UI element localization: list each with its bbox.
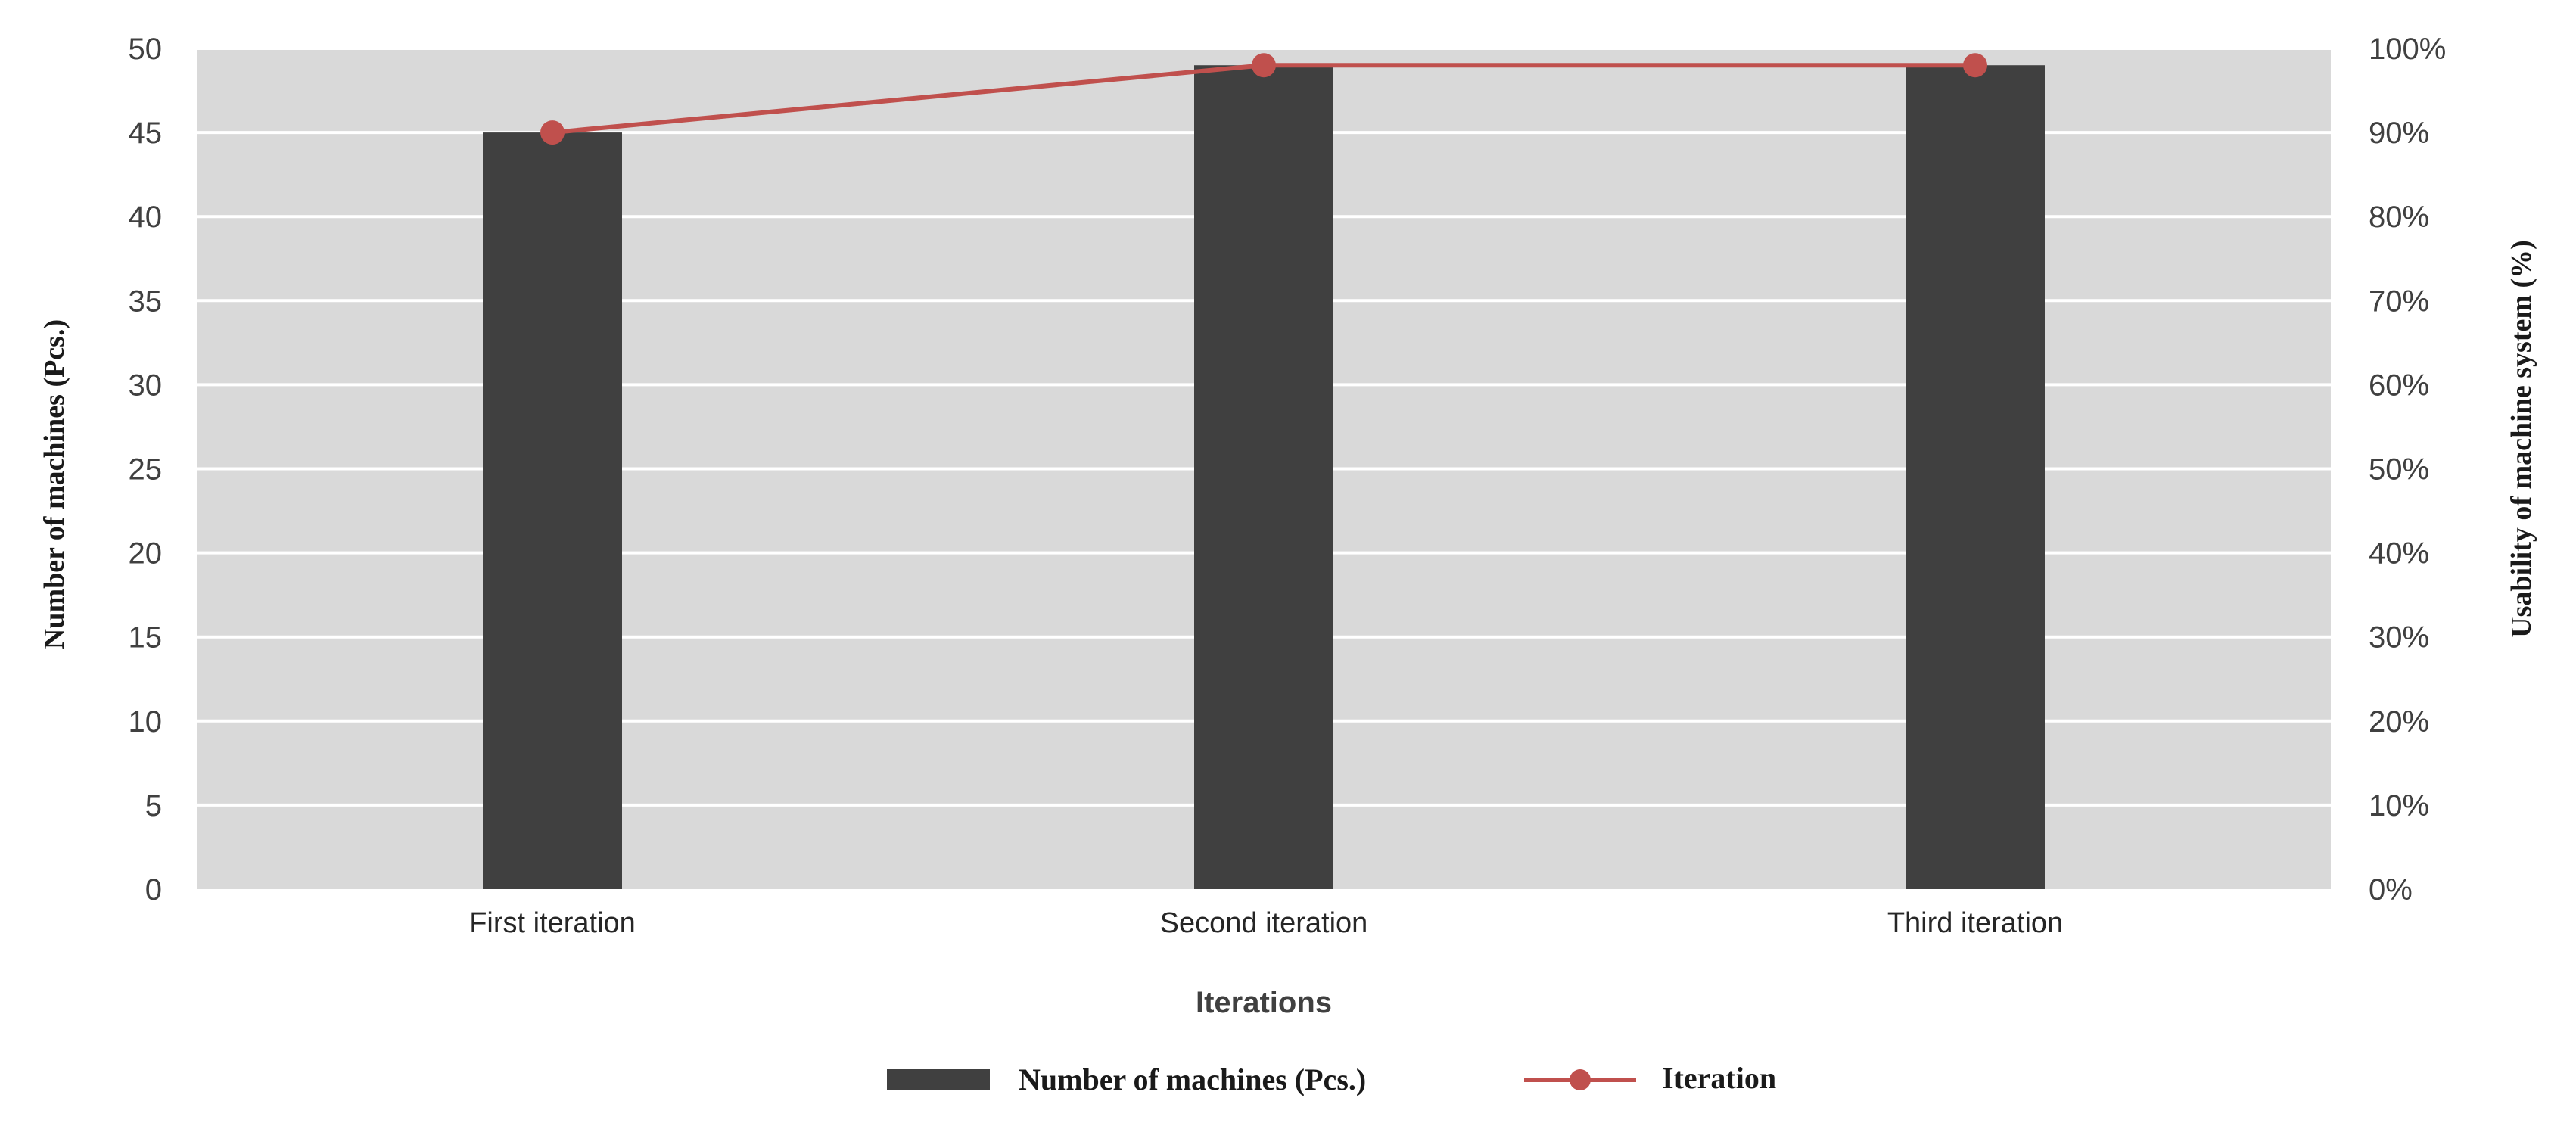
left-tick-label: 25: [129, 453, 163, 487]
right-axis-title: Usability of machine system (%): [2506, 240, 2537, 638]
legend-marker-icon: [1570, 1069, 1591, 1090]
line-point: [1252, 53, 1276, 78]
left-tick-label: 45: [129, 117, 163, 150]
left-axis-ticks: 0 5 10 15 20 25 30 35 40 45 50: [129, 33, 163, 907]
left-tick-label: 10: [129, 705, 163, 739]
category-label: Second iteration: [1160, 907, 1368, 939]
bar: [483, 132, 622, 890]
left-tick-label: 50: [129, 33, 163, 66]
right-tick-label: 50%: [2369, 453, 2429, 487]
left-tick-label: 5: [145, 789, 162, 823]
legend-label-bars: Number of machines (Pcs.): [1019, 1062, 1366, 1096]
left-axis-title: Number of machines (Pcs.): [39, 319, 70, 649]
right-axis-ticks: 0% 10% 20% 30% 40% 50% 60% 70% 80% 90% 100%: [2369, 33, 2446, 907]
right-tick-label: 60%: [2369, 369, 2429, 402]
left-tick-label: 20: [129, 537, 163, 571]
legend-swatch-bars: [887, 1069, 990, 1090]
left-tick-label: 30: [129, 369, 163, 402]
right-tick-label: 40%: [2369, 537, 2429, 571]
line-point: [540, 120, 565, 145]
legend-label-line: Iteration: [1662, 1061, 1776, 1095]
bar: [1906, 65, 2045, 890]
right-tick-label: 90%: [2369, 117, 2429, 150]
right-tick-label: 100%: [2369, 33, 2446, 66]
category-label: First iteration: [469, 907, 636, 939]
right-tick-label: 20%: [2369, 705, 2429, 739]
bar: [1194, 65, 1333, 890]
line-series: [540, 53, 1987, 145]
left-tick-label: 35: [129, 285, 163, 318]
legend: Number of machines (Pcs.) Iteration: [887, 1061, 1776, 1096]
x-axis-title: Iterations: [1196, 986, 1332, 1019]
category-label: Third iteration: [1887, 907, 2063, 939]
left-tick-label: 40: [129, 201, 163, 234]
right-tick-label: 30%: [2369, 621, 2429, 655]
right-tick-label: 0%: [2369, 873, 2413, 907]
right-tick-label: 10%: [2369, 789, 2429, 823]
line-point: [1963, 53, 1987, 78]
right-tick-label: 70%: [2369, 285, 2429, 318]
right-tick-label: 80%: [2369, 201, 2429, 234]
left-tick-label: 0: [145, 873, 162, 907]
category-labels: First iteration Second iteration Third ite…: [469, 907, 2063, 939]
left-tick-label: 15: [129, 621, 163, 655]
bar-series: [483, 65, 2045, 890]
